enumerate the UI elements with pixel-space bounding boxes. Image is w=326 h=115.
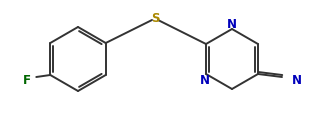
Text: N: N (200, 73, 210, 86)
Text: F: F (23, 73, 31, 86)
Text: N: N (227, 18, 237, 31)
Text: N: N (292, 74, 302, 87)
Text: S: S (151, 11, 159, 24)
